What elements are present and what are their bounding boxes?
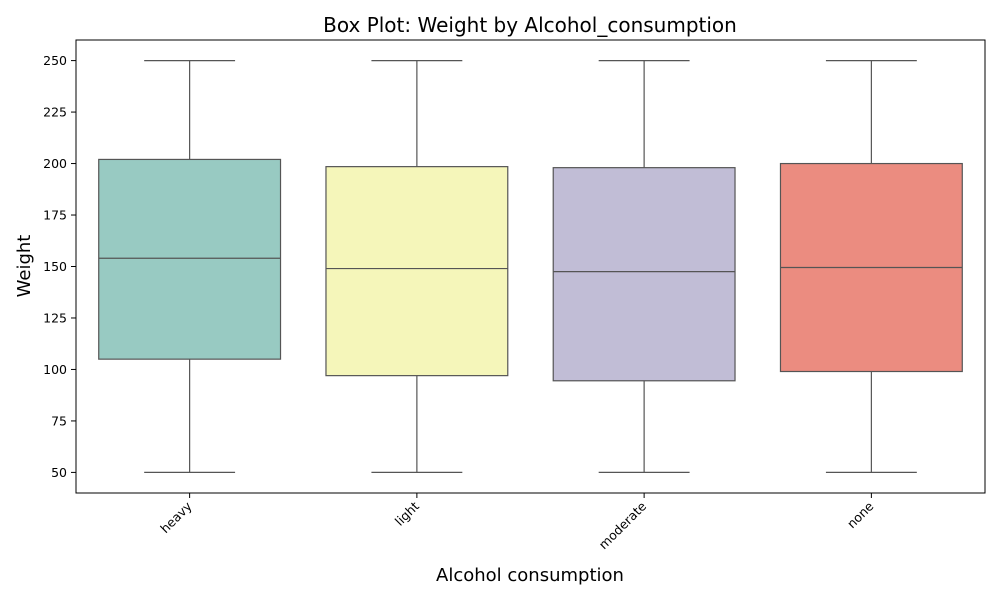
box-light: [325, 59, 509, 474]
iqr-box-light: [325, 166, 509, 377]
x-tick-label-light: light: [392, 498, 422, 528]
y-tick-label: 225: [43, 105, 67, 120]
box-heavy: [98, 59, 282, 474]
box-moderate: [552, 59, 736, 474]
y-tick-label: 175: [43, 208, 67, 223]
x-tick-label-none: none: [844, 498, 877, 531]
y-tick-label: 250: [43, 53, 67, 68]
plot-area: [98, 59, 963, 474]
y-tick-label: 200: [43, 156, 67, 171]
y-tick-label: 75: [51, 413, 67, 428]
x-axis-label: Alcohol consumption: [436, 565, 624, 586]
y-axis-label: Weight: [14, 235, 35, 298]
x-axis: heavy light moderate none: [157, 493, 877, 552]
y-tick-label: 150: [43, 259, 67, 274]
y-tick-label: 125: [43, 310, 67, 325]
x-tick-label-heavy: heavy: [157, 498, 195, 536]
iqr-box-moderate: [552, 167, 736, 382]
iqr-box-heavy: [98, 158, 282, 360]
y-axis: 50 75 100 125 150 175 200 225 250: [43, 53, 76, 480]
y-tick-label: 50: [51, 465, 67, 480]
chart-title: Box Plot: Weight by Alcohol_consumption: [323, 13, 737, 37]
y-tick-label: 100: [43, 362, 67, 377]
box-none: [779, 59, 963, 474]
x-tick-label-moderate: moderate: [596, 498, 650, 552]
